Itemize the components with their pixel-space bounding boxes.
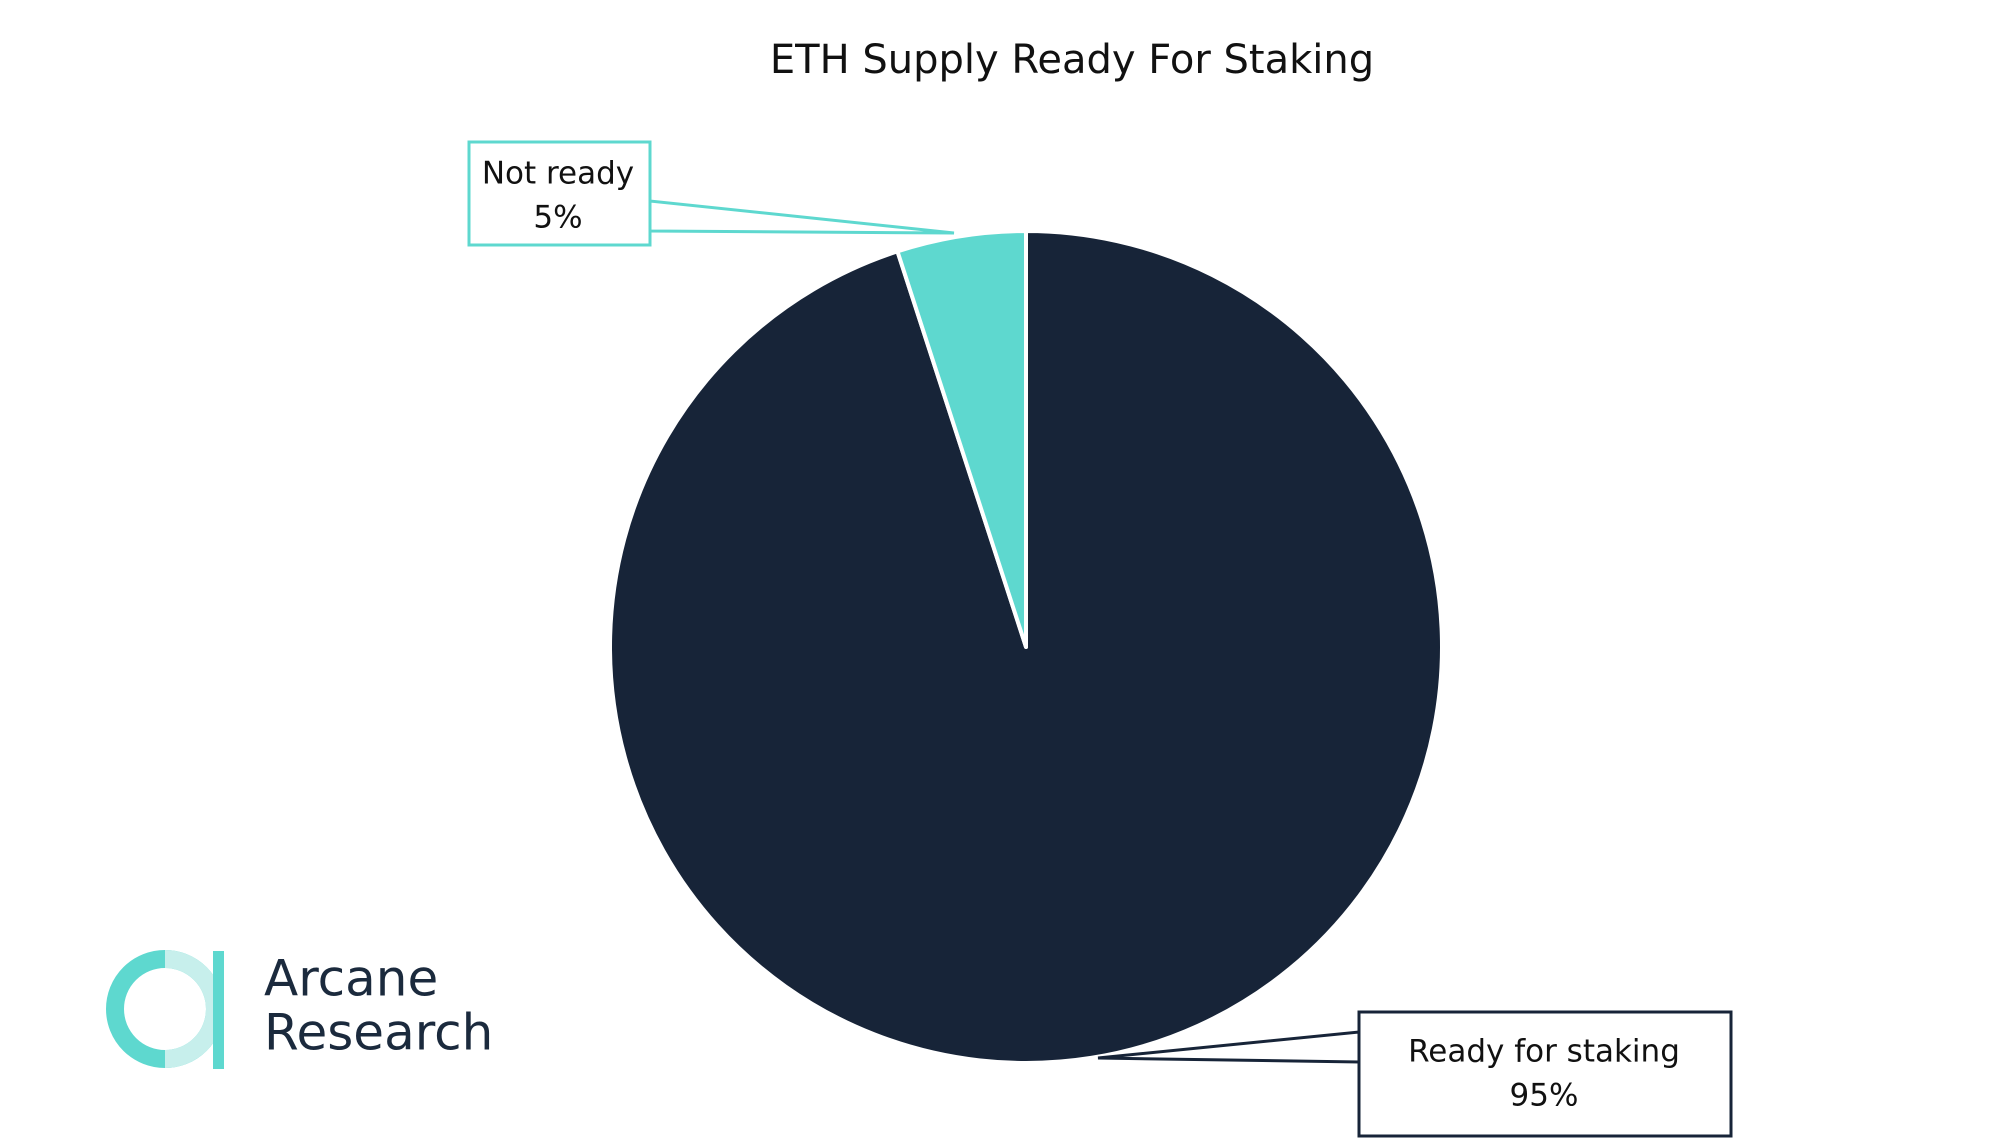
pie-slice — [895, 229, 1028, 649]
slice-label: Not ready — [482, 156, 634, 192]
callout-box — [1357, 1010, 1733, 1138]
slice-label: Ready for staking — [1408, 1034, 1680, 1070]
logo-text: Arcane — [264, 950, 438, 1008]
chart-title: ETH Supply Ready For Staking — [770, 37, 1374, 83]
logo: Arcane Research — [106, 950, 493, 1069]
logo-bar — [213, 951, 224, 1069]
logo-ring-light — [165, 950, 224, 1068]
value-label: 95% — [1510, 1078, 1579, 1114]
logo-text: Research — [264, 1004, 493, 1062]
callout-box — [467, 140, 652, 247]
value-label: 5% — [533, 200, 582, 236]
